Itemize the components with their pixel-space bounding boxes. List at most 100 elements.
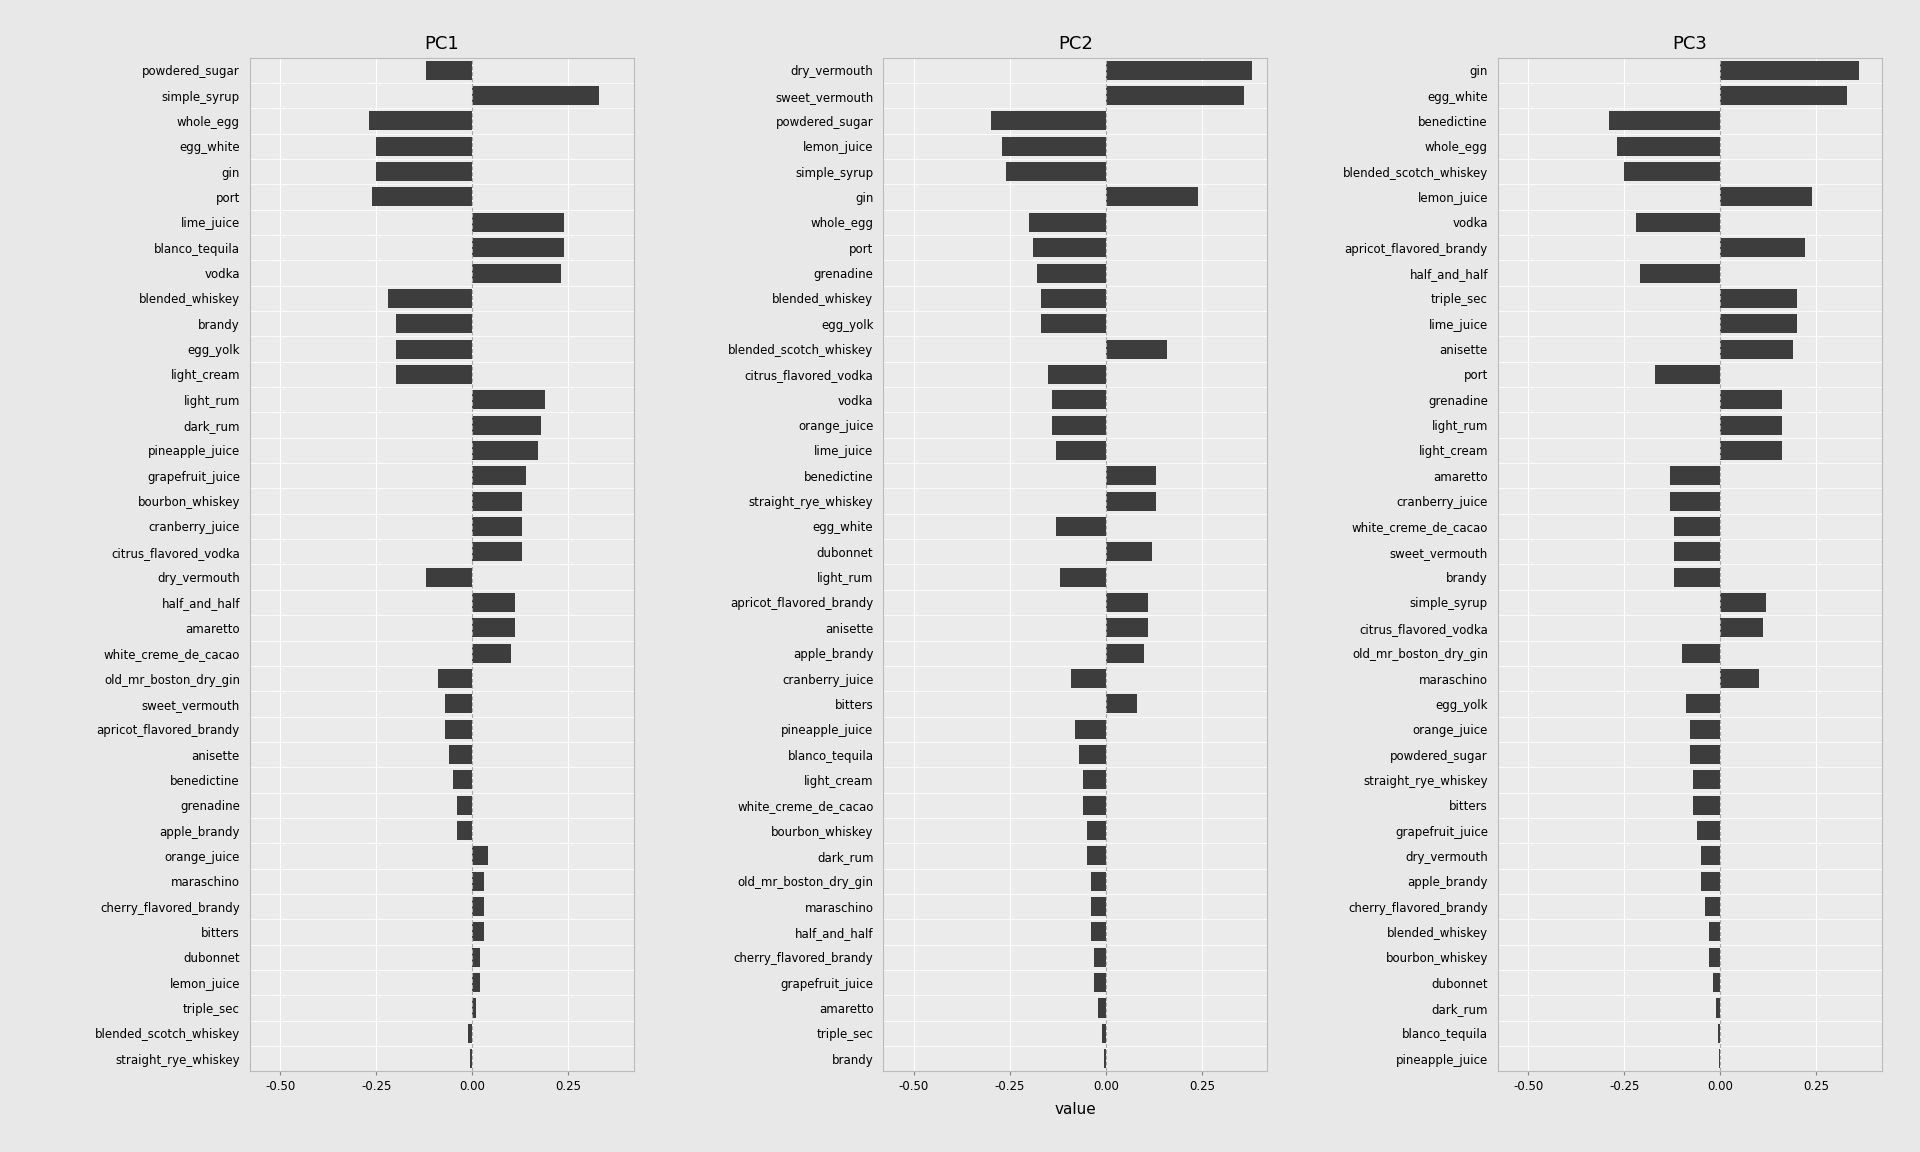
Bar (1693, 796, 1720, 814)
Bar (1670, 492, 1720, 510)
Bar (1083, 796, 1106, 814)
Bar (1670, 467, 1720, 485)
Bar (1720, 416, 1782, 434)
Bar (1079, 745, 1106, 764)
Bar (1060, 568, 1106, 586)
Bar (472, 593, 515, 612)
Bar (369, 112, 472, 130)
Bar (1094, 948, 1106, 967)
Bar (472, 517, 522, 536)
Bar (1056, 517, 1106, 536)
Bar (472, 416, 541, 434)
Bar (426, 568, 472, 586)
Bar (468, 1024, 472, 1043)
Bar (1720, 391, 1782, 409)
Bar (472, 86, 599, 105)
Bar (1029, 213, 1106, 232)
Bar (472, 467, 526, 485)
Bar (1106, 543, 1152, 561)
Bar (1701, 847, 1720, 865)
Bar (388, 289, 472, 308)
Bar (1091, 897, 1106, 916)
Bar (1106, 593, 1148, 612)
Bar (1640, 264, 1720, 282)
Bar (1720, 86, 1847, 105)
Bar (376, 162, 472, 181)
Bar (472, 644, 511, 662)
Bar (1102, 1024, 1106, 1043)
Bar (1106, 340, 1167, 358)
Bar (472, 847, 488, 865)
Bar (1106, 644, 1144, 662)
Bar (1106, 467, 1156, 485)
Bar (1720, 238, 1805, 257)
Bar (1720, 188, 1812, 206)
Bar (445, 695, 472, 713)
Bar (472, 264, 561, 282)
Bar (1674, 543, 1720, 561)
X-axis label: value: value (1054, 1101, 1096, 1116)
Bar (457, 796, 472, 814)
Bar (1106, 695, 1137, 713)
Bar (472, 441, 538, 460)
Bar (453, 771, 472, 789)
Bar (1693, 771, 1720, 789)
Bar (1071, 669, 1106, 688)
Bar (472, 492, 522, 510)
Bar (1106, 86, 1244, 105)
Bar (1686, 695, 1720, 713)
Bar (1690, 745, 1720, 764)
Bar (1617, 137, 1720, 156)
Bar (1720, 61, 1859, 79)
Bar (396, 365, 472, 384)
Bar (1720, 340, 1793, 358)
Bar (1690, 720, 1720, 738)
Bar (1655, 365, 1720, 384)
Bar (1083, 771, 1106, 789)
Bar (1709, 948, 1720, 967)
Bar (372, 188, 472, 206)
Bar (1033, 238, 1106, 257)
Bar (1098, 999, 1106, 1017)
Bar (438, 669, 472, 688)
Bar (445, 720, 472, 738)
Bar (1674, 517, 1720, 536)
Bar (449, 745, 472, 764)
Bar (1006, 162, 1106, 181)
Bar (457, 821, 472, 840)
Bar (1106, 492, 1156, 510)
Bar (1720, 441, 1782, 460)
Bar (1002, 137, 1106, 156)
Bar (472, 213, 564, 232)
Bar (376, 137, 472, 156)
Bar (470, 1049, 472, 1068)
Bar (1075, 720, 1106, 738)
Bar (1037, 264, 1106, 282)
Bar (1106, 61, 1252, 79)
Bar (1048, 365, 1106, 384)
Bar (396, 340, 472, 358)
Bar (472, 543, 522, 561)
Bar (1636, 213, 1720, 232)
Title: PC1: PC1 (424, 36, 459, 53)
Bar (991, 112, 1106, 130)
Bar (472, 872, 484, 890)
Title: PC2: PC2 (1058, 36, 1092, 53)
Bar (1609, 112, 1720, 130)
Bar (1094, 973, 1106, 992)
Bar (1701, 872, 1720, 890)
Bar (1091, 872, 1106, 890)
Bar (1713, 973, 1720, 992)
Bar (472, 973, 480, 992)
Bar (1624, 162, 1720, 181)
Bar (1705, 897, 1720, 916)
Bar (1720, 314, 1797, 333)
Bar (1682, 644, 1720, 662)
Bar (1041, 314, 1106, 333)
Bar (1087, 821, 1106, 840)
Bar (1674, 568, 1720, 586)
Bar (1720, 619, 1763, 637)
Bar (1041, 289, 1106, 308)
Bar (1718, 1024, 1720, 1043)
Bar (1052, 416, 1106, 434)
